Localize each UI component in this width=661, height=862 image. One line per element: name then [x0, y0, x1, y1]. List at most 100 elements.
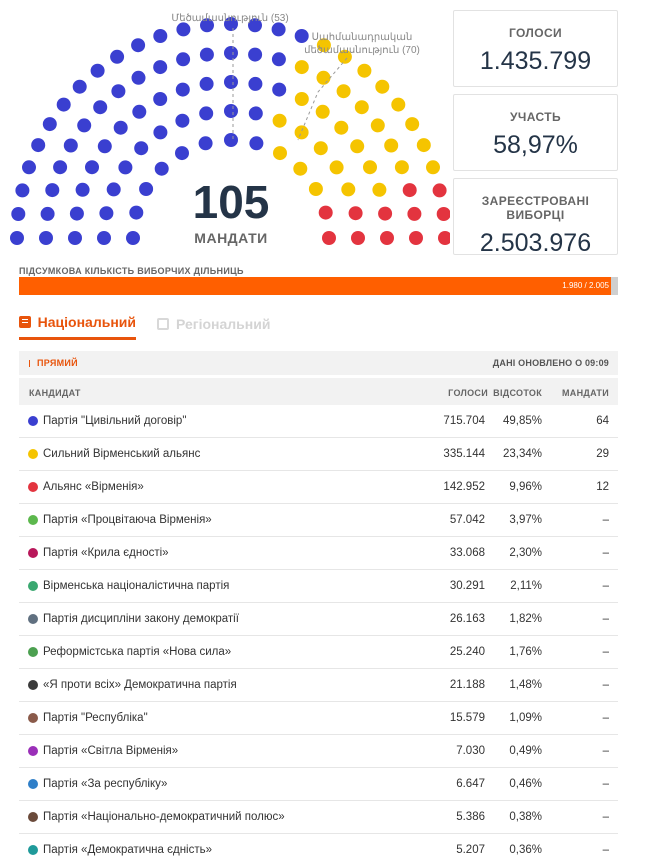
supermajority-marker-line [297, 57, 348, 141]
seat-dot [139, 182, 154, 196]
seat-dot [176, 22, 191, 37]
seat-dot [293, 161, 308, 176]
seat-dot [132, 104, 147, 119]
seat-dot [56, 97, 71, 112]
seat-dot [363, 160, 377, 175]
seat-dot [318, 205, 333, 220]
seat-dot [153, 60, 168, 75]
stat-votes-value: 1.435.799 [479, 47, 592, 75]
party-name: Партія дисципліни закону демократії [43, 613, 239, 625]
seat-dot [350, 139, 365, 154]
seat-dot [438, 231, 450, 245]
party-percent: 0,46% [509, 778, 542, 790]
party-percent: 23,34% [502, 448, 542, 460]
seat-dot [85, 160, 99, 175]
seat-dot [391, 97, 406, 112]
column-votes[interactable]: ГОЛОСИ [448, 388, 488, 398]
party-percent: 49,85% [502, 415, 542, 427]
table-row: Альянс «Вірменія» 142.952 9,96% 12 [19, 471, 618, 504]
party-name: Альянс «Вірменія» [43, 481, 144, 493]
party-seats: – [602, 844, 609, 856]
results-tabs: Національний Регіональний [19, 307, 618, 340]
seat-dot [336, 84, 351, 99]
seat-dot [69, 206, 84, 221]
party-votes: 6.647 [456, 778, 485, 790]
party-name: Сильний Вірменський альянс [43, 448, 201, 460]
column-candidate[interactable]: КАНДИДАТ [29, 388, 81, 398]
party-name: Партія «Світла Вірменія» [43, 745, 179, 757]
stat-votes: ГОЛОСИ 1.435.799 [453, 10, 618, 87]
seat-dot [375, 79, 390, 94]
seat-dot [351, 231, 365, 245]
seat-dot [426, 160, 440, 175]
table-status-bar: ПРЯМИЙ ДАНІ ОНОВЛЕНО О 09:09 [19, 351, 618, 375]
party-percent: 0,38% [509, 811, 542, 823]
column-percent[interactable]: ВІДСОТОК [493, 388, 542, 398]
seat-dot [97, 139, 112, 154]
seat-dot [271, 52, 286, 67]
seat-dot [337, 49, 352, 64]
party-color-dot [28, 779, 38, 789]
seat-dot [372, 182, 387, 197]
live-label: ПРЯМИЙ [37, 358, 78, 368]
seat-dot [322, 231, 336, 245]
seat-dot [153, 92, 168, 106]
party-color-dot [28, 482, 38, 492]
table-row: Партія "Республіка" 15.579 1,09% – [19, 702, 618, 735]
tab-regional[interactable]: Регіональний [157, 307, 270, 340]
seat-dot [131, 70, 146, 85]
table-row: Партія «Крила єдності» 33.068 2,30% – [19, 537, 618, 570]
party-seats: – [602, 514, 609, 526]
seat-dot [199, 47, 214, 62]
map-grid-icon [157, 317, 169, 330]
seat-dot [175, 113, 190, 128]
majority-annotation: Մեծամասնություն (53) [171, 13, 288, 24]
party-seats: – [602, 613, 609, 625]
party-seats: – [602, 712, 609, 724]
table-row: «Я проти всіх» Демократична партія 21.188… [19, 669, 618, 702]
table-row: Реформістська партія «Нова сила» 25.240 1,… [19, 636, 618, 669]
table-row: Партія «За республіку» 6.647 0,46% – [19, 768, 618, 801]
seat-dot [11, 207, 26, 221]
party-name: «Я проти всіх» Демократична партія [43, 679, 237, 691]
seat-dot [224, 75, 238, 89]
stat-registered-value: 2.503.976 [479, 229, 592, 257]
tab-regional-label: Регіональний [176, 315, 271, 332]
seat-dot [316, 70, 331, 85]
party-seats: – [602, 778, 609, 790]
party-percent: 1,82% [509, 613, 542, 625]
seat-dot [354, 100, 369, 115]
seat-dot [224, 17, 238, 31]
party-seats: – [602, 580, 609, 592]
column-seats[interactable]: МАНДАТИ [561, 388, 609, 398]
seat-dot [10, 231, 24, 245]
seat-dot [77, 118, 92, 133]
tab-national[interactable]: Національний [19, 307, 136, 340]
party-percent: 0,36% [509, 844, 542, 856]
party-percent: 1,09% [509, 712, 542, 724]
precincts-label: ПІДСУМКОВА КІЛЬКІСТЬ ВИБОРЧИХ ДІЛЬНИЦЬ [19, 266, 244, 276]
seat-dot [131, 38, 146, 53]
seat-dot [22, 160, 36, 175]
supermajority-annotation-line1: Սահմանադրական [312, 32, 413, 43]
seat-dot [111, 84, 126, 99]
seat-dot [40, 206, 55, 221]
party-name: Партія "Республіка" [43, 712, 148, 724]
party-seats: – [602, 811, 609, 823]
seat-dot [384, 138, 399, 153]
party-percent: 0,49% [509, 745, 542, 757]
seat-dot [134, 141, 149, 156]
live-indicator: ПРЯМИЙ [29, 358, 78, 368]
party-votes: 142.952 [443, 481, 485, 493]
party-percent: 9,96% [509, 481, 542, 493]
seat-dot [153, 29, 168, 43]
seat-dot [294, 60, 309, 75]
seat-dot [249, 136, 264, 151]
seat-dot [75, 182, 90, 197]
seat-dot [248, 47, 263, 62]
seat-dot [248, 18, 262, 33]
party-votes: 21.188 [449, 679, 485, 691]
seat-dot [294, 92, 309, 106]
seat-dot [126, 231, 140, 245]
stat-votes-label: ГОЛОСИ [508, 26, 563, 40]
